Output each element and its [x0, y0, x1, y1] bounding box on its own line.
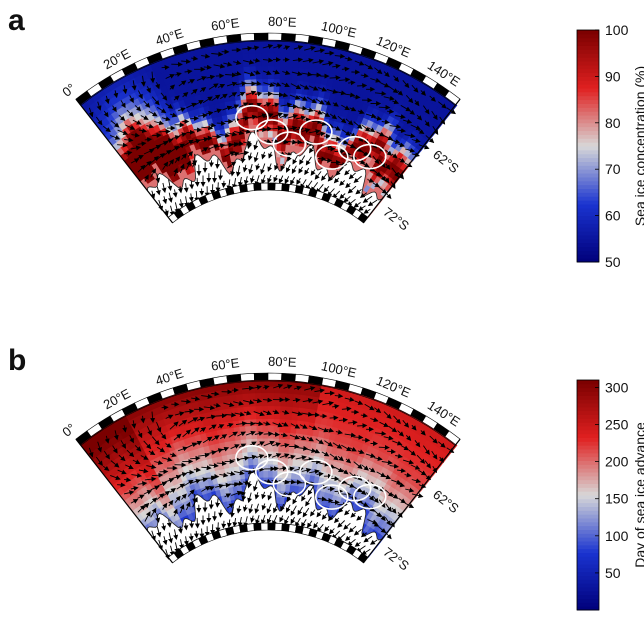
longitude-label: 80°E	[268, 354, 297, 370]
colorbar-frame	[576, 379, 600, 611]
colorbar-tick-label: 50	[605, 565, 621, 581]
highlight-circles	[235, 444, 387, 510]
map-frame	[75, 372, 461, 564]
longitude-label: 40°E	[154, 365, 186, 388]
longitude-label: 0°	[59, 80, 78, 99]
colorbar-tick-label: 200	[605, 454, 629, 470]
longitude-label: 0°	[59, 420, 78, 439]
highlight-circles	[235, 104, 387, 170]
latitude-label: 72°S	[380, 544, 412, 573]
colorbar-tick-label: 150	[605, 491, 629, 507]
colorbar-tick-label: 80	[605, 115, 621, 131]
colorbar-title: Day of sea ice advance	[632, 422, 644, 568]
colorbar-tick-label: 300	[605, 379, 629, 395]
map-frame	[75, 32, 461, 224]
panel-letter: a	[8, 4, 25, 37]
colorbar: 50 60 70 80 90 100 Sea ice concentration (%)	[576, 22, 644, 270]
longitude-label: 100°E	[320, 358, 358, 381]
colorbar-tick-label: 100	[605, 22, 629, 38]
colorbar-tick-label: 70	[605, 161, 621, 177]
polar-map: 0°20°E40°E60°E 80°E 100°E120°E140°E72°S62°…	[59, 14, 463, 234]
colorbar-tick-label: 250	[605, 417, 629, 433]
wind-vectors	[88, 383, 455, 560]
latitude-label: 62°S	[430, 487, 462, 516]
longitude-label: 60°E	[210, 355, 240, 374]
colorbar-title: Sea ice concentration (%)	[632, 66, 644, 226]
panel-a-sea-ice-concentration: a 0°20°E40°E60°E 80°E 100°E120°E140°E72°S6…	[8, 4, 644, 270]
panel-letter: b	[8, 344, 26, 377]
latitude-label: 72°S	[380, 204, 412, 233]
colorbar: 50 100 150 200 250 300 Day of sea ice advance	[576, 379, 644, 611]
colorbar-tick-label: 90	[605, 68, 621, 84]
colorbar-tick-label: 50	[605, 254, 621, 270]
longitude-label: 100°E	[320, 18, 358, 41]
latitude-label: 62°S	[430, 147, 462, 176]
colorbar-frame	[576, 29, 600, 263]
longitude-label: 40°E	[154, 25, 186, 48]
wind-vectors	[88, 44, 457, 217]
colorbar-tick-label: 100	[605, 528, 629, 544]
longitude-label: 60°E	[210, 15, 240, 34]
longitude-label: 80°E	[268, 14, 297, 30]
polar-map: 0°20°E40°E60°E 80°E 100°E120°E140°E72°S62°…	[59, 354, 463, 574]
panel-b-day-of-advance: b 0°20°E40°E60°E 80°E 100°E120°E140°E72°S6…	[8, 344, 644, 611]
colorbar-tick-label: 60	[605, 208, 621, 224]
